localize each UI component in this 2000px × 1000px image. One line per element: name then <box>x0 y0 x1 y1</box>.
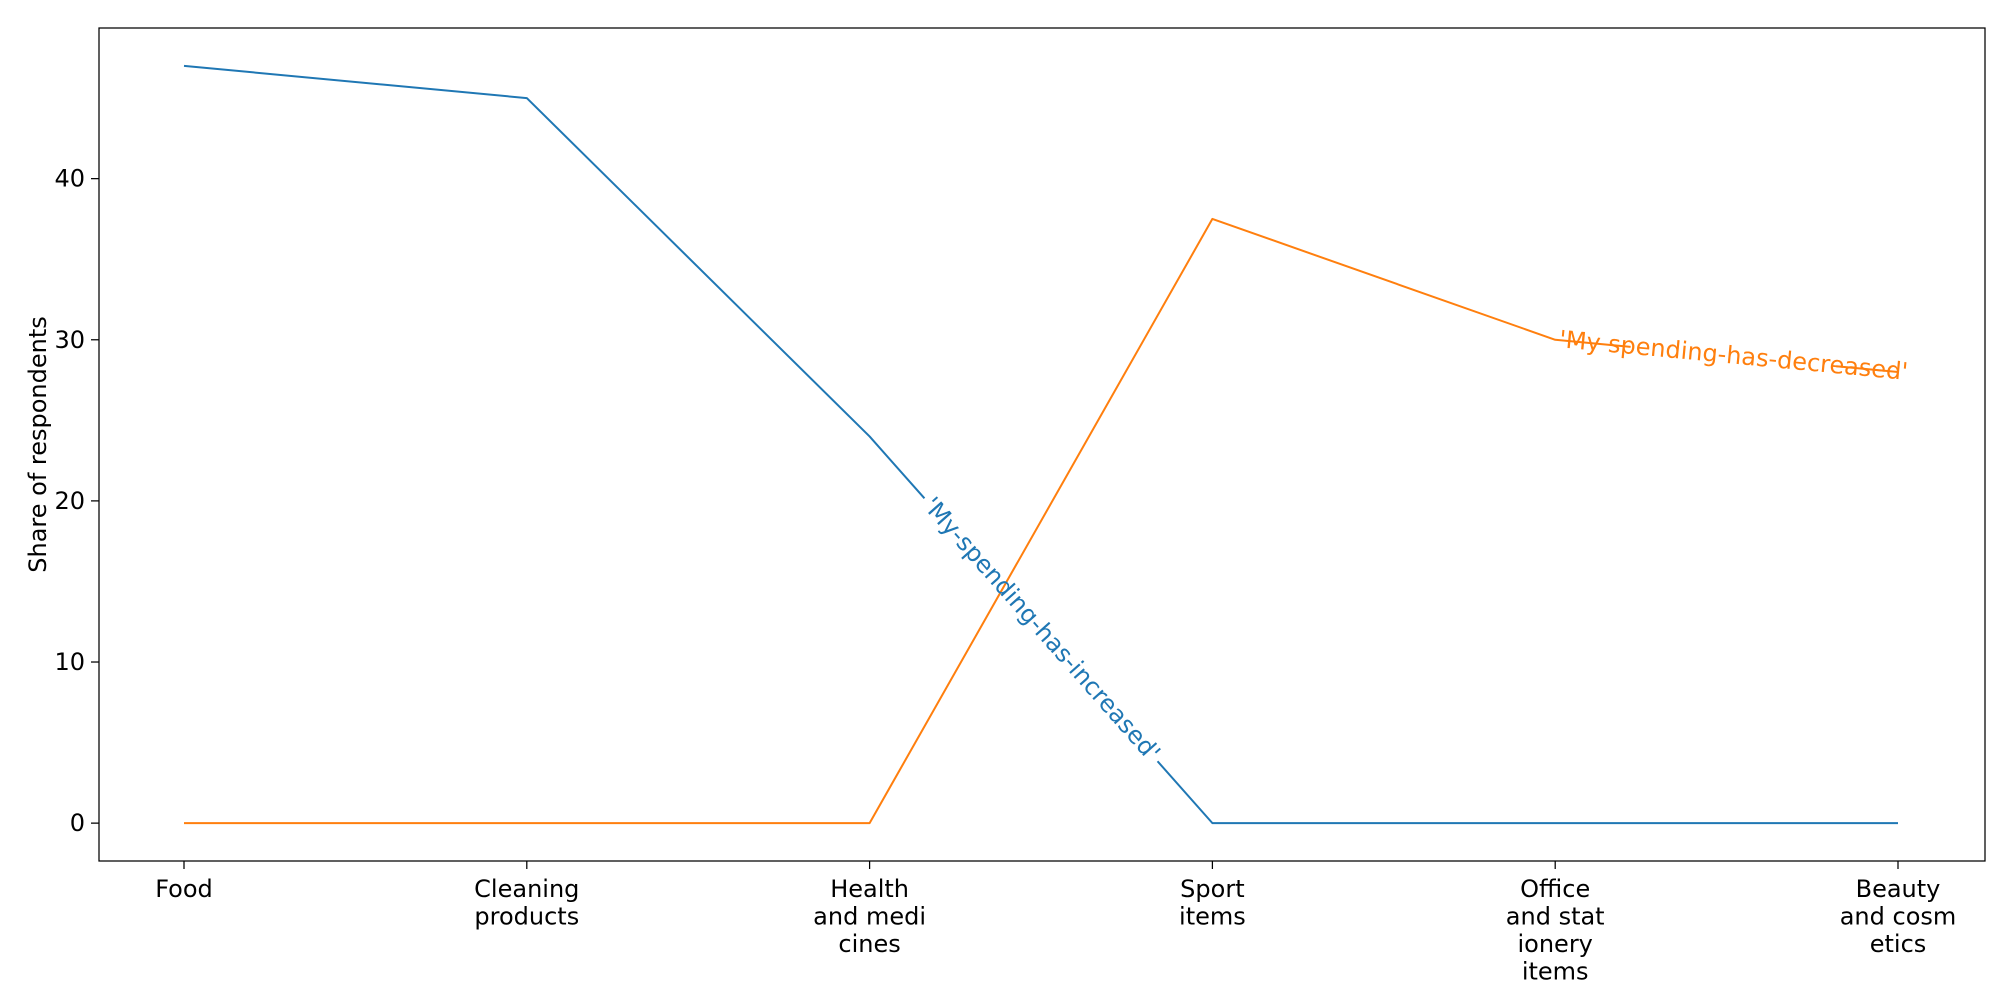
y-tick-label: 0 <box>70 809 85 837</box>
series-line <box>184 217 1631 825</box>
plot-area-frame <box>98 27 1986 862</box>
x-tick-label: Sport items <box>1179 875 1246 931</box>
y-axis: 0 10 20 30 40 <box>54 165 99 837</box>
series-inline-label: 'My spending-has-decreased' <box>1558 325 1909 386</box>
y-tick-label: 40 <box>54 165 85 193</box>
y-tick-label: 30 <box>54 326 85 354</box>
x-tick-label: Food <box>155 875 213 903</box>
series-lines <box>183 64 1899 825</box>
series-line <box>1156 760 1898 825</box>
x-tick-label: Health and medi cines <box>813 875 926 958</box>
x-tick-label: Beauty and cosm etics <box>1840 875 1957 958</box>
series-line <box>183 64 926 499</box>
x-axis: Food Cleaning products Health and medi cines S… <box>155 861 1956 986</box>
y-axis-label: Share of respondents <box>24 316 52 573</box>
y-tick-label: 20 <box>54 487 85 515</box>
series-line <box>1836 365 1899 373</box>
series-inline-label: 'My-spending-has-increased' <box>918 492 1166 767</box>
y-tick-label: 10 <box>54 648 85 676</box>
series-inline-labels: 'My-spending-has-increased' 'My spending-… <box>918 325 1909 766</box>
x-tick-label: Cleaning products <box>474 875 579 931</box>
x-tick-label: Office and stat ionery items <box>1506 875 1605 986</box>
